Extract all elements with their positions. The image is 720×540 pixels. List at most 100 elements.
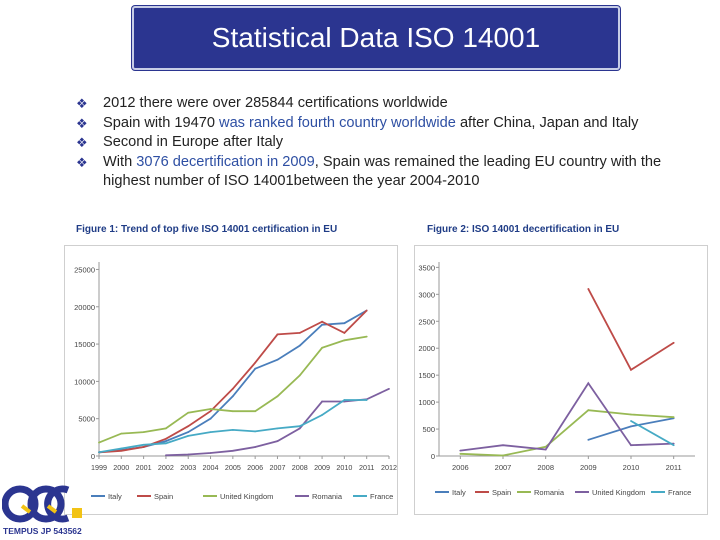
data-point [343,322,346,325]
data-point [165,437,167,440]
data-point [165,442,167,445]
slide-title: Statistical Data ISO 14001 [132,6,620,70]
bullet-item: ❖ Second in Europe after Italy [76,133,702,152]
x-tick-label: 2008 [292,463,308,472]
data-point [587,438,590,441]
data-point [276,395,279,398]
y-tick-label: 15000 [74,340,95,349]
series-line-united-kingdom [460,381,674,452]
y-tick-label: 0 [91,452,95,461]
data-point [209,408,212,410]
x-tick-label: 2012 [381,463,397,472]
data-point [254,367,257,370]
data-point [459,449,462,452]
data-point [630,444,632,447]
data-point [544,448,547,451]
legend-label: Romania [534,488,565,497]
series-line-spain [98,309,368,454]
legend-label: Italy [108,492,122,501]
x-tick-label: 2010 [623,463,640,472]
x-tick-label: 1999 [91,463,107,472]
data-point [142,446,145,448]
data-point [209,431,212,434]
y-tick-label: 500 [422,425,435,434]
x-tick-label: 2009 [580,463,597,472]
tempus-logo: TEMPUS JP 543562 [2,485,82,536]
y-tick-label: 3500 [418,263,435,272]
data-point [365,335,368,338]
data-point [343,331,346,334]
x-tick-label: 2011 [359,463,374,472]
logo-graphic [2,485,82,523]
data-point [98,441,100,444]
bullet-item: ❖ With 3076 decertification in 2009, Spai… [76,153,702,191]
legend-label: United Kingdom [592,488,645,497]
x-tick-label: 2002 [158,463,174,472]
data-point [142,443,145,446]
chart-certification-trend: 0 5000 10000 15000 20000 25000 1999 2000 2001 200… [64,245,398,515]
bullet-list: ❖ 2012 there were over 285844 certificati… [76,94,702,191]
x-tick-label: 2009 [314,463,330,472]
diamond-bullet-icon: ❖ [76,154,88,170]
data-point [459,452,462,455]
data-point [587,382,590,385]
data-point [298,374,301,377]
diamond-bullet-icon: ❖ [76,115,88,131]
bullet-text-segment: after China, Japan and Italy [455,114,639,131]
x-tick-label: 2005 [225,463,241,472]
x-tick-label: 2007 [269,463,285,472]
data-point [298,427,301,430]
data-point [165,427,167,430]
data-point [365,399,368,401]
data-point [98,451,100,454]
x-tick-label: 2000 [113,463,129,472]
x-tick-label: 2007 [495,463,512,472]
series-line-italy [98,309,368,454]
legend-label: Spain [492,488,511,497]
legend-label: France [370,492,393,501]
bullet-text-segment: 2012 there were over 285844 certificatio… [103,95,448,111]
x-tick-label: 2011 [666,463,682,472]
data-point [209,417,212,420]
y-tick-label: 20000 [74,303,95,312]
x-tick-label: 2006 [247,463,263,472]
y-tick-label: 1500 [418,371,435,380]
data-point [630,368,632,371]
data-point [120,432,123,435]
y-tick-label: 1000 [418,398,435,407]
data-point [343,399,346,401]
legend-label: Italy [452,488,466,497]
data-point [187,453,190,456]
data-point [187,411,190,414]
data-point [276,427,279,430]
series-line-france [630,420,675,446]
chart-decertification: 0 500 1000 1500 2000 2500 3000 3500 2006 2007 2008… [414,245,708,515]
y-tick-label: 0 [431,452,435,461]
logo-text: TEMPUS JP 543562 [3,526,82,536]
data-point [321,346,323,349]
y-tick-label: 3000 [418,290,435,299]
x-tick-label: 2003 [180,463,196,472]
bullet-text-segment: was ranked fourth country worldwide [219,114,456,131]
data-point [321,320,323,323]
data-point [120,449,123,452]
data-point [187,431,190,434]
y-tick-label: 10000 [74,377,95,386]
data-point [165,440,167,442]
legend-label: Spain [154,492,173,501]
data-point [587,409,590,412]
bullet-text-segment: Second in Europe after Italy [103,134,284,150]
data-point [672,341,675,344]
data-point [321,414,323,416]
data-point [298,331,301,334]
data-point [672,444,675,447]
bullet-text-segment: , Spain was remained the leading EU coun… [103,153,662,189]
data-point [388,387,390,390]
legend-label: Romania [312,492,343,501]
series-line-romania [460,409,674,457]
data-point [254,361,257,364]
data-point [298,344,301,347]
diamond-bullet-icon: ❖ [76,96,88,111]
x-tick-label: 2010 [336,463,352,472]
data-point [209,410,212,413]
